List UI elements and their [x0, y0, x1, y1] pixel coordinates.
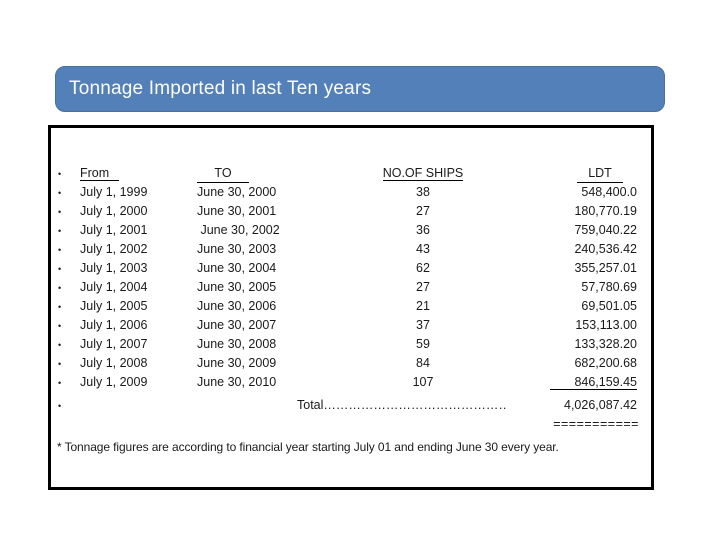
- total-value: 4,026,087.42: [564, 398, 637, 412]
- content-box: • From TO NO.OF SHIPS LDT • July 1, 1999…: [48, 125, 654, 490]
- tonnage-table: • From TO NO.OF SHIPS LDT • July 1, 1999…: [51, 164, 651, 433]
- cell-no-of-ships: 37: [416, 318, 430, 332]
- cell-no-of-ships: 27: [416, 280, 430, 294]
- table-row: • July 1, 2009 June 30, 2010 107 846,159…: [51, 373, 651, 392]
- table-row: • July 1, 2000 June 30, 2001 27 180,770.…: [51, 202, 651, 221]
- cell-no-of-ships: 43: [416, 242, 430, 256]
- table-row: • July 1, 2002 June 30, 2003 43 240,536.…: [51, 240, 651, 259]
- bullet-icon: •: [58, 264, 62, 274]
- bullet-icon: •: [58, 340, 62, 350]
- table-row: • July 1, 2006 June 30, 2007 37 153,113.…: [51, 316, 651, 335]
- bullet-icon: •: [58, 245, 62, 255]
- cell-ldt: 153,113.00: [575, 318, 637, 332]
- cell-to: June 30, 2007: [197, 318, 277, 332]
- slide-title: Tonnage Imported in last Ten years: [69, 78, 372, 99]
- bullet-icon: •: [58, 188, 62, 198]
- header-from: From: [80, 166, 120, 181]
- cell-ldt: 355,257.01: [574, 261, 637, 275]
- cell-no-of-ships: 21: [416, 299, 430, 313]
- bullet-icon: •: [58, 302, 62, 312]
- bullet-icon: •: [58, 378, 62, 388]
- cell-no-of-ships: 59: [416, 337, 430, 351]
- cell-from: July 1, 2005: [80, 299, 148, 313]
- cell-from: July 1, 2000: [80, 204, 148, 218]
- cell-to: June 30, 2009: [197, 356, 277, 370]
- cell-ldt: 759,040.22: [574, 223, 637, 237]
- cell-from: July 1, 2007: [80, 337, 148, 351]
- bullet-icon: •: [58, 207, 62, 217]
- cell-to: June 30, 2006: [197, 299, 277, 313]
- cell-to: June 30, 2001: [197, 204, 277, 218]
- cell-from: July 1, 2008: [80, 356, 148, 370]
- slide-title-bar: Tonnage Imported in last Ten years: [55, 66, 665, 112]
- header-no-of-ships: NO.OF SHIPS: [382, 166, 464, 181]
- table-row: • July 1, 2007 June 30, 2008 59 133,328.…: [51, 335, 651, 354]
- cell-to: June 30, 2010: [197, 375, 277, 389]
- table-row: • July 1, 2005 June 30, 2006 21 69,501.0…: [51, 297, 651, 316]
- cell-from: July 1, 2009: [80, 375, 148, 389]
- header-to: TO: [197, 164, 249, 183]
- cell-to: June 30, 2000: [197, 185, 277, 199]
- cell-to: June 30, 2003: [197, 242, 277, 256]
- cell-to: June 30, 2002: [197, 223, 280, 237]
- cell-from: July 1, 2003: [80, 261, 148, 275]
- cell-ldt: 240,536.42: [574, 242, 637, 256]
- total-double-rule: ===========: [553, 417, 639, 431]
- bullet-icon: •: [58, 283, 62, 293]
- table-row: • July 1, 1999 June 30, 2000 38 548,400.…: [51, 183, 651, 202]
- table-row: • July 1, 2001 June 30, 2002 36 759,040.…: [51, 221, 651, 240]
- bullet-icon: •: [58, 169, 62, 179]
- bullet-icon: •: [58, 401, 62, 411]
- cell-ldt: 57,780.69: [581, 280, 637, 294]
- cell-ldt: 133,328.20: [574, 337, 637, 351]
- cell-to: June 30, 2008: [197, 337, 277, 351]
- cell-no-of-ships: 38: [416, 185, 430, 199]
- cell-no-of-ships: 27: [416, 204, 430, 218]
- header-ldt: LDT: [577, 164, 623, 183]
- bullet-icon: •: [58, 359, 62, 369]
- cell-no-of-ships: 84: [416, 356, 430, 370]
- cell-no-of-ships: 36: [416, 223, 430, 237]
- table-row: • July 1, 2003 June 30, 2004 62 355,257.…: [51, 259, 651, 278]
- table-row: • July 1, 2004 June 30, 2005 27 57,780.6…: [51, 278, 651, 297]
- cell-ldt: 682,200.68: [574, 356, 637, 370]
- table-header-row: • From TO NO.OF SHIPS LDT: [51, 164, 651, 183]
- cell-from: July 1, 2004: [80, 280, 148, 294]
- cell-no-of-ships: 107: [412, 375, 434, 389]
- cell-ldt: 846,159.45: [550, 375, 637, 390]
- table-total-rule-row: ===========: [51, 415, 651, 433]
- cell-to: June 30, 2004: [197, 261, 277, 275]
- cell-ldt: 180,770.19: [574, 204, 637, 218]
- cell-no-of-ships: 62: [416, 261, 430, 275]
- cell-to: June 30, 2005: [197, 280, 277, 294]
- bullet-icon: •: [58, 321, 62, 331]
- cell-ldt: 548,400.0: [581, 185, 637, 199]
- table-rows: • July 1, 1999 June 30, 2000 38 548,400.…: [51, 183, 651, 392]
- bullet-icon: •: [58, 226, 62, 236]
- cell-from: July 1, 1999: [80, 185, 148, 199]
- cell-from: July 1, 2006: [80, 318, 148, 332]
- table-total-row: • Total………………………………………. 4,026,087.42: [51, 396, 651, 415]
- cell-from: July 1, 2002: [80, 242, 148, 256]
- footnote: * Tonnage figures are according to finan…: [57, 440, 559, 454]
- cell-from: July 1, 2001: [80, 223, 148, 237]
- total-label: Total……………………………………….: [297, 398, 506, 412]
- table-row: • July 1, 2008 June 30, 2009 84 682,200.…: [51, 354, 651, 373]
- cell-ldt: 69,501.05: [581, 299, 637, 313]
